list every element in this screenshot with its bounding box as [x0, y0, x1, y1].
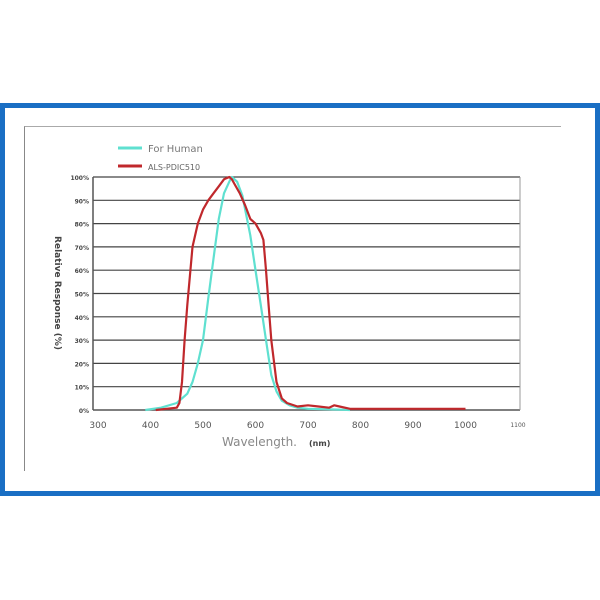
x-tick-label: 1000 [454, 421, 477, 431]
y-tick-label: 70% [75, 245, 89, 252]
y-tick-label: 100% [70, 175, 89, 182]
legend-label-human: For Human [148, 144, 203, 155]
x-tick-label: 700 [299, 421, 316, 431]
x-axis-unit: (nm) [309, 439, 330, 448]
x-tick-label: 800 [352, 421, 369, 431]
y-tick-label: 50% [75, 292, 89, 299]
chart-border [24, 126, 561, 471]
legend: For Human ALS-PDIC510 [118, 144, 203, 172]
y-tick-label: 40% [75, 315, 89, 322]
series-line-als [155, 175, 466, 412]
y-tick-label: 80% [75, 222, 89, 229]
x-tick-label: 500 [194, 421, 211, 431]
y-tick-label: 90% [75, 198, 89, 205]
y-tick-label: 0% [79, 408, 89, 415]
y-axis-label: Relative Response (%) [52, 236, 62, 350]
x-tick-label: 600 [247, 421, 264, 431]
x-tick-label: 900 [404, 421, 421, 431]
x-tick-label: 400 [142, 421, 159, 431]
x-tick-label: 1100 [510, 422, 525, 429]
x-tick-label: 300 [89, 421, 106, 431]
y-tick-label: 30% [75, 338, 89, 345]
x-axis-label: Wavelength. [222, 435, 297, 449]
legend-label-als: ALS-PDIC510 [148, 163, 200, 172]
y-tick-label: 10% [75, 385, 89, 392]
y-tick-label: 20% [75, 361, 89, 368]
blue-frame [0, 103, 600, 496]
y-tick-label: 60% [75, 268, 89, 275]
